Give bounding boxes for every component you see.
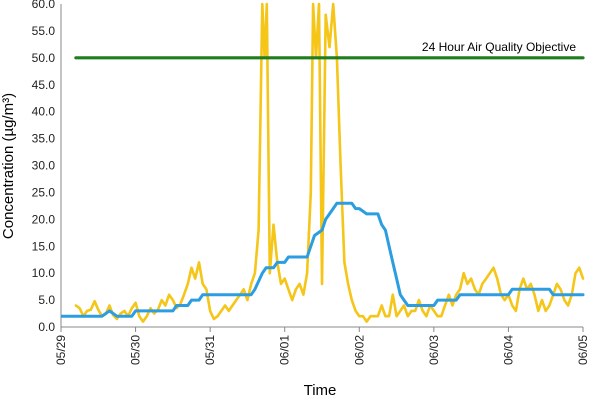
x-tick-label: 05/29 xyxy=(54,335,68,365)
plot-area xyxy=(61,2,585,323)
x-tick-label: 06/01 xyxy=(278,335,292,365)
y-axis-title: Concentration (µg/m³) xyxy=(0,93,17,239)
y-tick-label: 45.0 xyxy=(32,78,56,92)
y-tick-label: 60.0 xyxy=(32,0,56,11)
y-tick-label: 50.0 xyxy=(32,51,56,65)
x-tick-label: 06/05 xyxy=(576,335,590,365)
y-tick-label: 20.0 xyxy=(32,212,56,226)
x-axis: 05/29 05/30 05/31 06/01 06/02 06/03 06/04 06/05 xyxy=(54,326,590,365)
y-tick-label: 5.0 xyxy=(38,293,55,307)
y-tick-label: 35.0 xyxy=(32,132,56,146)
x-tick-label: 06/04 xyxy=(501,335,515,365)
y-tick-label: 15.0 xyxy=(32,239,56,253)
yellow-series-line xyxy=(74,2,585,323)
y-tick-label: 10.0 xyxy=(32,266,56,280)
y-tick-label: 25.0 xyxy=(32,185,56,199)
y-tick-label: 30.0 xyxy=(32,159,56,173)
x-tick-label: 05/31 xyxy=(203,335,217,365)
objective-label: 24 Hour Air Quality Objective xyxy=(422,40,576,54)
y-tick-label: 40.0 xyxy=(32,105,56,119)
y-tick-label: 55.0 xyxy=(32,24,56,38)
annotations: 24 Hour Air Quality Objective xyxy=(422,40,576,54)
x-tick-label: 06/02 xyxy=(352,335,366,365)
blue-series-line xyxy=(61,201,585,318)
x-tick-label: 06/03 xyxy=(427,335,441,365)
x-tick-label: 05/30 xyxy=(129,335,143,365)
y-axis: 0.0 5.0 10.0 15.0 20.0 25.0 30.0 35.0 40.0 45.0 50… xyxy=(32,0,62,334)
y-tick-label: 0.0 xyxy=(38,320,55,334)
x-axis-title: Time xyxy=(304,382,337,399)
